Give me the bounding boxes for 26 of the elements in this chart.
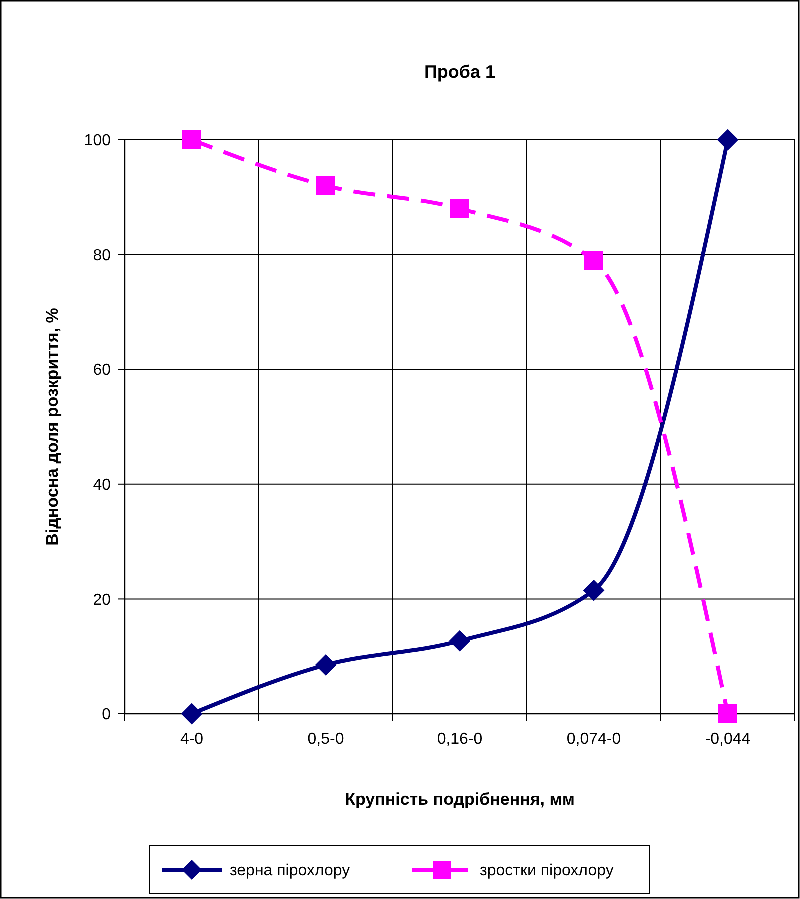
y-tick-label: 60 <box>93 362 112 380</box>
y-tick-label: 40 <box>93 477 112 494</box>
point <box>718 704 738 724</box>
x-tick-label: 0,16-0 <box>437 731 483 748</box>
y-axis-title: Відносна доля розкриття, % <box>43 308 62 546</box>
point <box>584 580 604 602</box>
legend-label: зростки пірохлору <box>480 862 614 880</box>
point <box>182 130 202 150</box>
x-tick-label: 4-0 <box>180 731 204 748</box>
point <box>316 654 336 676</box>
point <box>182 704 202 724</box>
point <box>718 130 738 150</box>
point <box>584 251 604 270</box>
point <box>450 199 470 218</box>
x-axis-title: Крупність подрібнення, мм <box>345 790 575 809</box>
y-tick-label: 100 <box>84 132 112 150</box>
y-tick-label: 20 <box>93 592 112 609</box>
y-tick-label: 80 <box>93 247 112 264</box>
chart-title: Проба 1 <box>424 62 496 82</box>
point <box>316 176 336 196</box>
point <box>450 630 470 652</box>
x-tick-label: 0,074-0 <box>566 731 622 748</box>
y-tick-label: 0 <box>102 706 112 724</box>
legend-label: зерна пірохлору <box>230 862 350 880</box>
x-tick-label: -0,044 <box>705 731 751 748</box>
x-tick-label: 0,5-0 <box>308 731 344 748</box>
